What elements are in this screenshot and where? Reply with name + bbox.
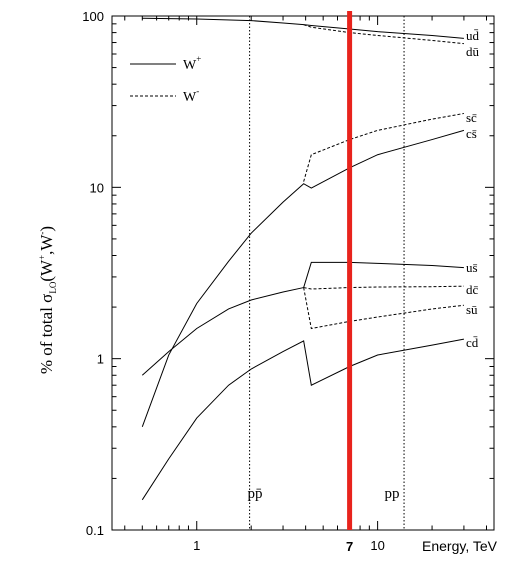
y-tick-label: 0.1 <box>86 523 104 538</box>
series-lines <box>141 17 465 501</box>
series-line <box>303 287 464 330</box>
y-axis-label: % of total σLO(W+,W-) <box>37 226 58 374</box>
legend: W+ W- <box>130 54 201 105</box>
region-label: pp <box>384 486 399 502</box>
x-tick-label: 10 <box>370 538 384 553</box>
legend-label-w-minus: W- <box>183 86 199 105</box>
highlight-line-group: 7 <box>346 11 353 554</box>
legend-label-w-plus: W+ <box>183 54 201 73</box>
highlight-label: 7 <box>346 539 353 554</box>
series-line <box>142 17 464 39</box>
series-label: us̄ <box>466 260 478 275</box>
series-label: cd̄ <box>466 335 479 350</box>
y-tick-label: 1 <box>97 352 104 367</box>
axis-ticks: 0.1 1 10 100 1 10 <box>82 9 494 553</box>
plot-frame <box>111 15 495 531</box>
series-label: sc̄ <box>466 110 477 125</box>
series-label: sū <box>466 302 478 317</box>
x-axis-label: Energy, TeV <box>422 538 498 554</box>
region-label: pp̄ <box>248 486 263 502</box>
series-label: cs̄ <box>466 126 477 141</box>
series-line <box>141 287 304 376</box>
x-tick-label: 1 <box>193 538 200 553</box>
series-label: dc̄ <box>466 282 479 297</box>
series-line <box>303 285 464 290</box>
series-label: ud̄ <box>466 28 480 43</box>
series-line <box>141 338 465 501</box>
series-line <box>141 129 465 428</box>
series-line <box>303 112 465 182</box>
y-tick-label: 10 <box>90 180 104 195</box>
series-line <box>303 24 464 45</box>
series-line <box>303 261 464 288</box>
chart-text: ud̄dū sc̄cs̄ us̄ dc̄ sū cd̄ <box>466 28 480 350</box>
series-label: dū <box>466 44 480 59</box>
y-tick-label: 100 <box>82 9 104 24</box>
region-dividers: pp̄ pp <box>248 16 405 530</box>
